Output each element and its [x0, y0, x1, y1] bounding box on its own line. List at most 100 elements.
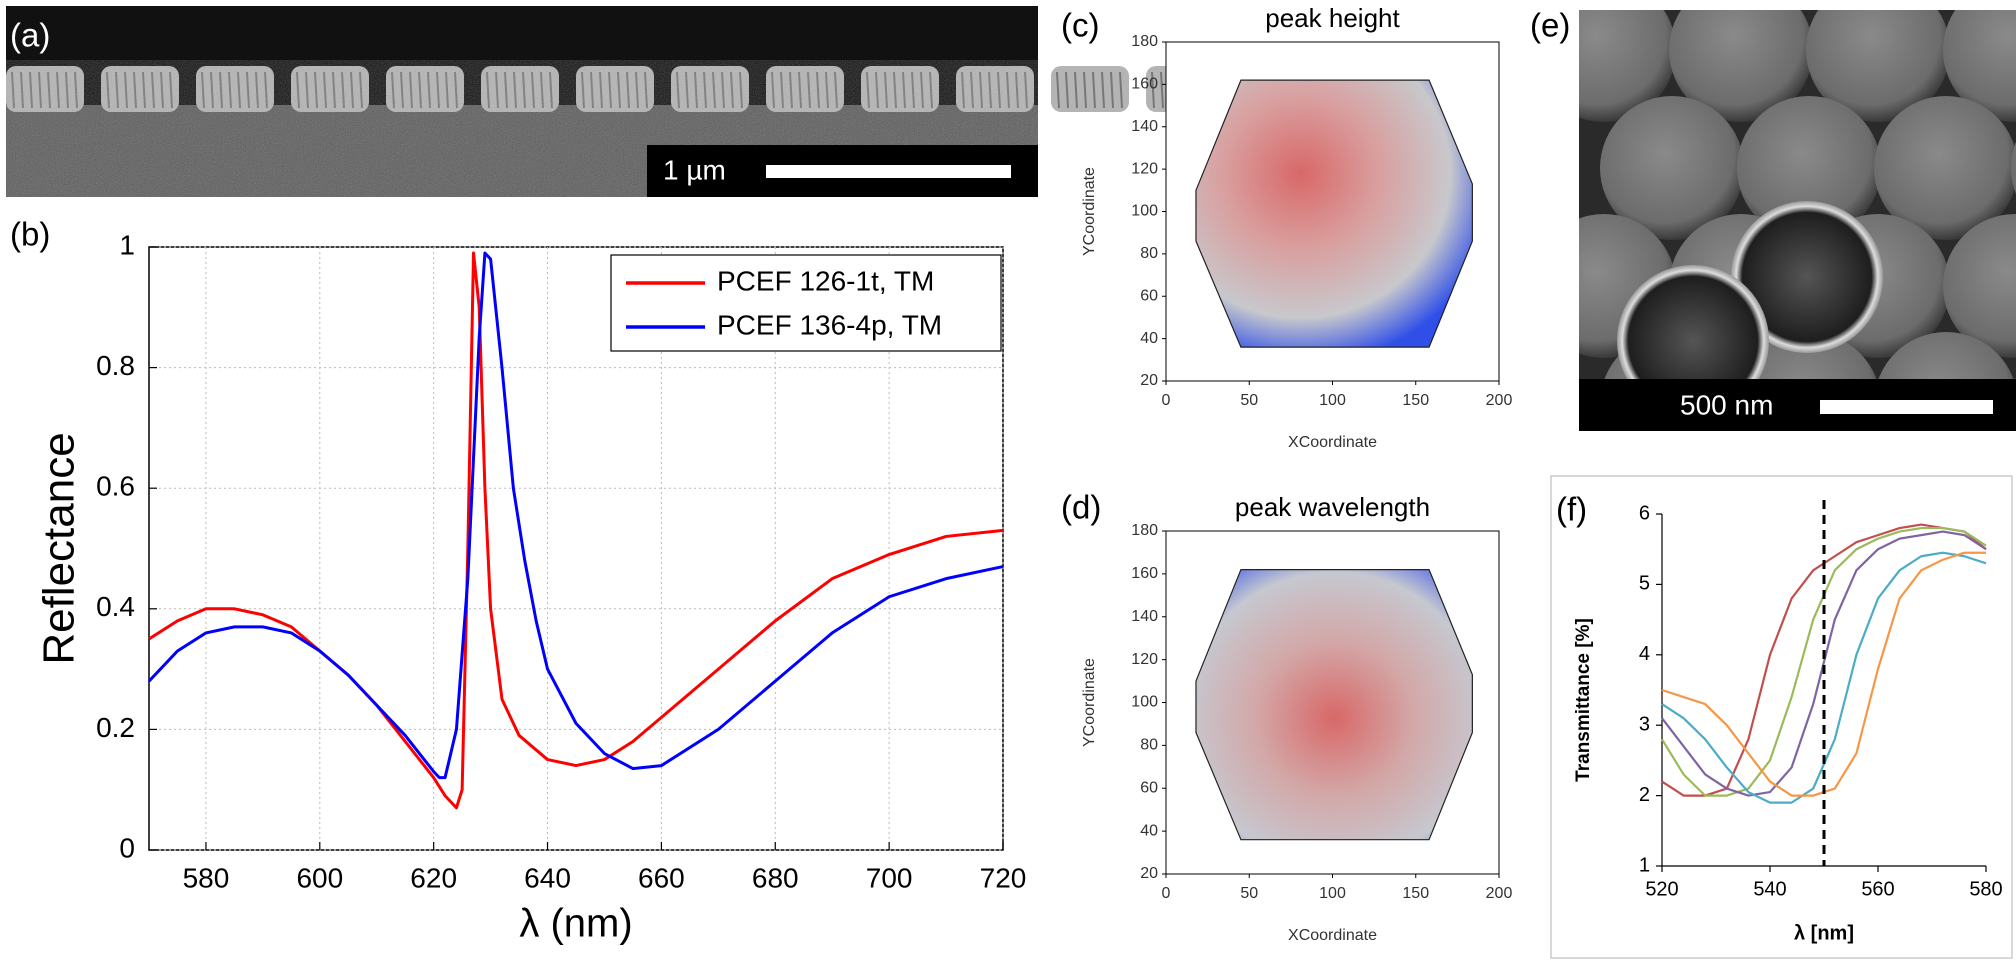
y-tick-label: 160 — [1131, 76, 1158, 93]
y-tick-label: 180 — [1131, 522, 1158, 539]
y-axis-label: Reflectance — [35, 432, 84, 664]
chart-title: peak height — [1265, 3, 1400, 33]
x-tick-label: 100 — [1319, 885, 1346, 902]
x-tick-label: 720 — [980, 862, 1027, 893]
sphere — [1806, 10, 1950, 122]
y-axis-label: Transmittance [%] — [1573, 618, 1594, 782]
sphere — [1943, 10, 2016, 122]
x-tick-label: 680 — [752, 862, 799, 893]
pillar-texture — [1092, 71, 1096, 109]
x-tick-label: 0 — [1162, 885, 1171, 902]
pillar — [1051, 66, 1129, 112]
panel-label: (c) — [1061, 7, 1099, 44]
y-tick-label: 0 — [119, 832, 135, 863]
y-tick-label: 20 — [1140, 865, 1158, 882]
y-tick-label: 120 — [1131, 651, 1158, 668]
x-tick-label: 50 — [1240, 392, 1258, 409]
y-tick-label: 1 — [1639, 854, 1650, 876]
y-tick-label: 180 — [1131, 33, 1158, 50]
scale-bar — [1820, 400, 1993, 414]
x-tick-label: 200 — [1486, 392, 1513, 409]
panel-label: (d) — [1061, 489, 1101, 526]
y-tick-label: 80 — [1140, 737, 1158, 754]
y-tick-label: 4 — [1639, 643, 1650, 665]
pillar-texture — [1056, 71, 1060, 109]
y-tick-label: 0.4 — [96, 591, 135, 622]
x-axis-label: XCoordinate — [1288, 927, 1377, 944]
x-tick-label: 660 — [638, 862, 685, 893]
pillar-texture — [1074, 71, 1078, 109]
x-tick-label: 600 — [296, 862, 343, 893]
legend-label: PCEF 126-1t, TM — [717, 265, 934, 296]
panel-label: (f) — [1556, 491, 1587, 528]
y-axis-label: YCoordinate — [1081, 658, 1098, 747]
pillar-texture — [1119, 71, 1123, 109]
x-tick-label: 100 — [1319, 392, 1346, 409]
x-axis-label: λ (nm) — [519, 902, 632, 946]
y-tick-label: 120 — [1131, 160, 1158, 177]
y-tick-label: 140 — [1131, 118, 1158, 135]
legend-box — [610, 254, 1002, 352]
y-tick-label: 40 — [1140, 330, 1158, 347]
y-tick-label: 2 — [1639, 784, 1650, 806]
pillar-texture — [1083, 71, 1087, 109]
series-line — [148, 251, 1004, 810]
x-tick-label: 580 — [1969, 878, 2002, 900]
y-tick-label: 6 — [1639, 502, 1650, 524]
scale-bar-label: 500 nm — [1680, 389, 1773, 420]
series-line — [147, 251, 1004, 780]
sphere — [1600, 96, 1744, 240]
y-tick-label: 0.2 — [96, 712, 135, 743]
sphere — [1737, 96, 1881, 240]
sphere — [1874, 96, 2016, 240]
x-axis-label: XCoordinate — [1288, 434, 1377, 451]
pillar-texture — [1160, 71, 1164, 109]
x-tick-label: 520 — [1645, 878, 1678, 900]
x-tick-label: 560 — [1861, 878, 1894, 900]
y-tick-label: 80 — [1140, 245, 1158, 262]
scale-bar-label: 1 µm — [663, 154, 726, 185]
x-tick-label: 580 — [183, 862, 230, 893]
panel-label: (a) — [10, 17, 50, 54]
sphere — [2011, 141, 2016, 195]
x-tick-label: 620 — [410, 862, 457, 893]
y-tick-label: 140 — [1131, 608, 1158, 625]
pillar-texture — [1065, 71, 1069, 109]
x-tick-label: 50 — [1240, 885, 1258, 902]
y-tick-label: 20 — [1140, 372, 1158, 389]
pillar-texture — [1110, 71, 1114, 109]
x-tick-label: 150 — [1402, 392, 1429, 409]
y-tick-label: 60 — [1140, 779, 1158, 796]
sem-image-a: 1 µm (a) — [6, 6, 1319, 197]
y-tick-label: 160 — [1131, 565, 1158, 582]
y-tick-label: 3 — [1639, 713, 1650, 735]
panel-frame — [1550, 475, 2013, 959]
sphere — [1943, 214, 2016, 358]
y-tick-label: 100 — [1131, 203, 1158, 220]
pillar-texture — [1101, 71, 1105, 109]
chart-title: peak wavelength — [1235, 492, 1430, 522]
sphere-array — [1579, 10, 2016, 431]
x-axis-label: λ [nm] — [1794, 922, 1854, 944]
scale-bar — [766, 165, 1011, 178]
x-tick-label: 150 — [1402, 885, 1429, 902]
y-axis-label: YCoordinate — [1081, 167, 1098, 256]
wafer-map — [1195, 79, 1473, 348]
series-line — [1661, 530, 1987, 797]
y-tick-label: 5 — [1639, 573, 1650, 595]
legend-label: PCEF 136-4p, TM — [717, 309, 942, 340]
hollow-sphere — [1731, 201, 1883, 353]
y-tick-label: 0.8 — [96, 350, 135, 381]
panel-label: (b) — [10, 216, 50, 253]
x-tick-label: 0 — [1162, 392, 1171, 409]
x-tick-label: 200 — [1486, 885, 1513, 902]
x-tick-label: 540 — [1753, 878, 1786, 900]
y-tick-label: 100 — [1131, 694, 1158, 711]
pillar-texture — [1151, 71, 1155, 109]
sphere — [1669, 10, 1813, 122]
y-tick-label: 1 — [119, 229, 135, 260]
y-tick-label: 0.6 — [96, 471, 135, 502]
y-tick-label: 60 — [1140, 287, 1158, 304]
